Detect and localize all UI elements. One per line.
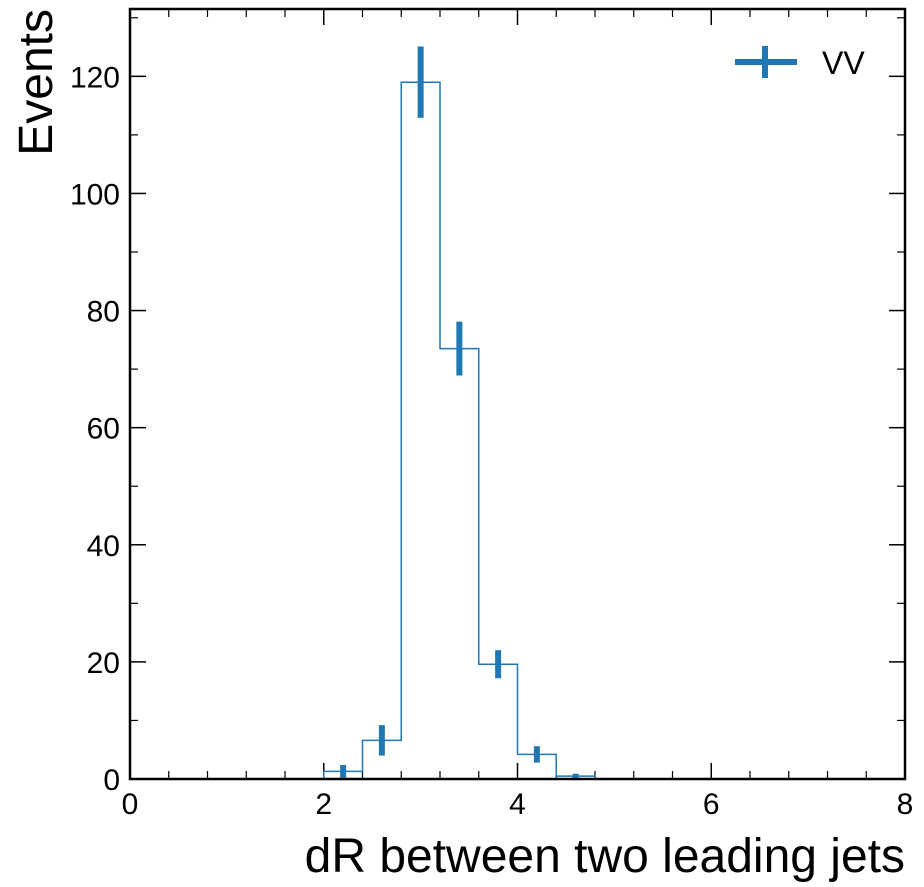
x-tick-label: 0 xyxy=(122,788,139,821)
histogram-step-line xyxy=(323,81,596,779)
y-tick-label: 40 xyxy=(87,530,120,563)
legend: VV xyxy=(735,45,865,81)
y-tick-label: 120 xyxy=(70,61,120,94)
legend-label-vv: VV xyxy=(822,45,865,81)
y-tick-label: 60 xyxy=(87,413,120,446)
x-tick-label: 4 xyxy=(509,788,526,821)
y-tick-labels: 0 20 40 60 80 100 120 xyxy=(70,61,120,797)
y-axis-label: Events xyxy=(10,9,63,156)
x-tick-label: 2 xyxy=(315,788,332,821)
series-layer xyxy=(323,46,596,779)
y-tick-label: 100 xyxy=(70,178,120,211)
x-tick-label: 8 xyxy=(897,788,914,821)
y-tick-label: 20 xyxy=(87,647,120,680)
x-tick-label: 6 xyxy=(703,788,720,821)
minor-ticks xyxy=(130,9,905,779)
plot-frame xyxy=(128,7,907,781)
x-axis-label: dR between two leading jets xyxy=(305,830,905,883)
x-tick-labels: 0 2 4 6 8 xyxy=(122,788,914,821)
y-tick-label: 0 xyxy=(103,764,120,797)
y-tick-label: 80 xyxy=(87,296,120,329)
